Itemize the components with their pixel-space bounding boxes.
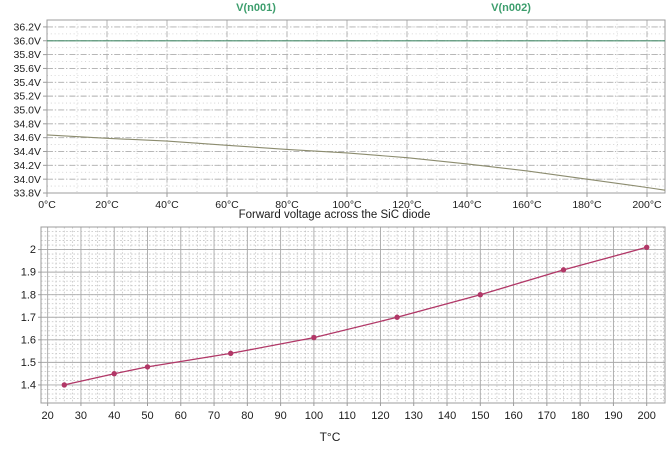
x-tick-label: 100 (305, 410, 323, 422)
y-tick-label: 35.4V (14, 77, 41, 89)
x-tick-label: 180°C (572, 199, 602, 211)
y-tick-label: 1.6 (21, 334, 36, 346)
x-tick-label: 20 (42, 410, 54, 422)
plot-border (40, 226, 666, 404)
y-tick-label: 35.6V (14, 63, 41, 75)
data-point-marker (560, 267, 567, 273)
data-point-marker (144, 364, 151, 370)
y-tick-label: 2 (30, 244, 36, 256)
x-tick-label: 100°C (332, 199, 362, 211)
x-tick-label: 30 (75, 410, 87, 422)
y-tick-label: 33.8V (14, 188, 41, 200)
plot-border (46, 19, 666, 194)
x-tick-label: 0°C (38, 199, 56, 211)
y-tick-label: 35.8V (14, 49, 41, 61)
x-tick-label: 190 (604, 410, 622, 422)
x-tick-label: 130 (405, 410, 423, 422)
x-tick-label: 180 (571, 410, 589, 422)
x-tick-label: 170 (538, 410, 556, 422)
data-point-marker (311, 334, 317, 341)
x-tick-label: 40°C (155, 199, 179, 211)
y-tick-label: 1.9 (21, 267, 36, 279)
x-tick-label: 140°C (452, 199, 482, 211)
data-point-marker (394, 314, 400, 320)
y-tick-label: 1.4 (21, 380, 36, 392)
y-tick-label: 36.0V (14, 35, 41, 47)
y-tick-label: 1.7 (21, 312, 36, 324)
x-tick-label: 60 (175, 410, 187, 422)
y-tick-label: 34.2V (14, 160, 41, 172)
data-point-marker (111, 370, 117, 377)
data-point-marker (477, 291, 483, 298)
x-axis-title: T°C (319, 430, 341, 444)
x-tick-label: 120 (371, 410, 389, 422)
legend-trace-vn001: V(n001) (236, 2, 276, 14)
y-tick-label: 34.0V (14, 174, 41, 186)
x-tick-label: 120°C (392, 199, 422, 211)
x-tick-label: 80 (241, 410, 253, 422)
legend-trace-vn002: V(n002) (491, 2, 531, 14)
x-tick-label: 200°C (632, 199, 662, 211)
data-point-marker (227, 350, 234, 357)
x-tick-label: 50 (141, 410, 153, 422)
y-tick-label: 35.0V (14, 105, 41, 117)
x-tick-label: 90 (274, 410, 286, 422)
x-tick-label: 160 (504, 410, 522, 422)
y-tick-label: 34.6V (14, 132, 41, 144)
x-tick-label: 20°C (95, 199, 119, 211)
y-tick-label: 34.8V (14, 118, 41, 130)
x-tick-label: 60°C (215, 199, 239, 211)
x-tick-label: 80°C (275, 199, 299, 211)
data-point-marker (61, 382, 67, 388)
y-tick-label: 34.4V (14, 146, 41, 158)
chart-title: Forward voltage across the SiC diode (238, 209, 431, 221)
x-tick-label: 70 (208, 410, 220, 422)
y-tick-label: 36.2V (14, 22, 41, 34)
x-tick-label: 160°C (512, 199, 542, 211)
x-tick-label: 40 (108, 410, 120, 422)
x-tick-label: 200 (638, 410, 656, 422)
y-tick-label: 1.8 (21, 289, 36, 301)
series-line-V(n002) (46, 134, 666, 191)
x-tick-label: 140 (438, 410, 456, 422)
x-tick-label: 110 (338, 410, 356, 422)
y-tick-label: 1.5 (21, 357, 36, 369)
x-tick-label: 150 (471, 410, 489, 422)
data-point-marker (643, 244, 650, 251)
y-tick-label: 35.2V (14, 91, 41, 103)
